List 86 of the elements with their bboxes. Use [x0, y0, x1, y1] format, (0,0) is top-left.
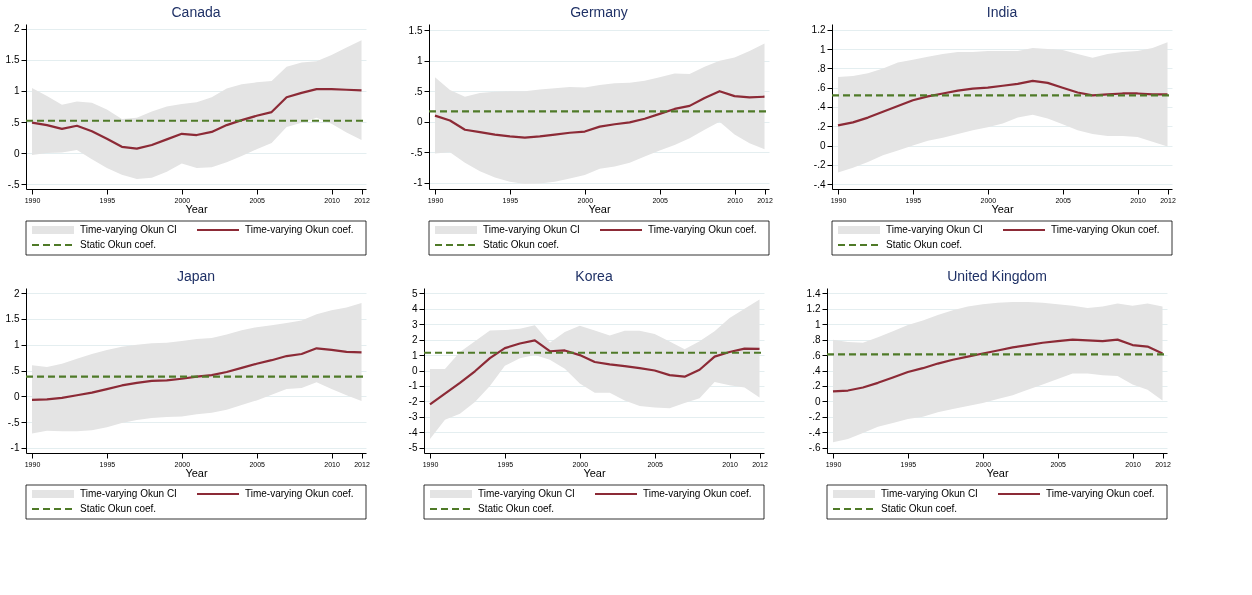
- y-tick-label: .5: [11, 116, 20, 128]
- y-tick-label: 1.5: [5, 313, 20, 325]
- legend-label: Time-varying Okun coef.: [1051, 224, 1160, 235]
- line-series: [428, 339, 761, 406]
- y-tick-label: .5: [414, 85, 423, 97]
- y-tick-label: -5: [408, 442, 418, 454]
- y-tick-label: 1.5: [408, 24, 423, 36]
- y-tick-label: 4: [411, 303, 418, 315]
- legend-label: Static Okun coef.: [80, 239, 157, 250]
- y-tick-label: 0: [13, 390, 20, 402]
- text: Time-varying Okun CI: [80, 224, 177, 235]
- chart-title: Germany: [570, 4, 628, 20]
- y-tick-label: .8: [812, 334, 821, 346]
- line-series: [433, 90, 766, 139]
- y-tick-label: 2: [411, 334, 418, 346]
- y-tick-label: 2: [13, 23, 20, 35]
- x-axis-title: Year: [986, 466, 1009, 479]
- line-series: [836, 79, 1169, 127]
- y-tick-label: -.2: [808, 411, 821, 423]
- y-tick-label: 1.5: [5, 54, 20, 66]
- y-tick-label: -.4: [813, 178, 826, 190]
- chart-title: Korea: [575, 268, 613, 284]
- y-tick-label: 1: [13, 85, 20, 97]
- y-tick-label: .6: [812, 349, 821, 361]
- y-tick-label: 1.2: [811, 24, 826, 36]
- legend-label: Time-varying Okun coef.: [245, 224, 354, 235]
- legend-label: Static Okun coef.: [80, 503, 157, 514]
- chart-title: India: [986, 4, 1018, 20]
- legend-label: Static Okun coef.: [881, 503, 958, 514]
- text: Time-varying Okun CI: [483, 224, 580, 235]
- legend-label: Static Okun coef.: [483, 239, 560, 250]
- y-tick-label: 1: [416, 55, 423, 67]
- y-tick-label: -1: [10, 442, 20, 454]
- x-axis-title: Year: [185, 466, 208, 479]
- y-tick-label: 1: [13, 339, 20, 351]
- y-tick-label: 1: [814, 318, 821, 330]
- x-axis-title: Year: [185, 202, 208, 215]
- y-tick-label: -3: [408, 411, 418, 423]
- y-tick-label: -1: [413, 177, 423, 189]
- line-series: [30, 347, 363, 401]
- y-tick-label: .8: [817, 62, 826, 74]
- y-tick-label: 0: [416, 116, 423, 128]
- text: Time-varying Okun CI: [80, 488, 177, 499]
- y-tick-label: .2: [817, 120, 826, 132]
- y-tick-label: 5: [411, 287, 418, 299]
- y-tick-label: 2: [13, 287, 20, 299]
- text: Time-varying Okun CI: [886, 224, 983, 235]
- legend-label: Time-varying Okun coef.: [643, 488, 752, 499]
- y-tick-label: -1: [408, 380, 418, 392]
- y-tick-label: .2: [812, 380, 821, 392]
- text: Time-varying Okun CI: [478, 488, 575, 499]
- y-tick-label: 0: [13, 147, 20, 159]
- y-tick-label: -2: [408, 395, 418, 407]
- legend-label: Time-varying Okun coef.: [1046, 488, 1155, 499]
- y-tick-label: 3: [411, 318, 418, 330]
- y-tick-label: 0: [819, 140, 826, 152]
- y-tick-label: -.5: [410, 146, 423, 158]
- y-tick-label: 0: [411, 365, 418, 376]
- legend-label: Time-varying Okun coef.: [648, 224, 757, 235]
- y-tick-label: -4: [408, 426, 418, 438]
- legend-label: Time-varying Okun coef.: [245, 488, 354, 499]
- x-axis-title: Year: [583, 466, 606, 479]
- line-series: [831, 338, 1164, 393]
- y-tick-label: 1.2: [806, 303, 821, 315]
- y-tick-label: .6: [817, 82, 826, 94]
- y-tick-label: -.2: [813, 159, 826, 171]
- y-tick-label: .5: [11, 365, 20, 376]
- text: Time-varying Okun CI: [881, 488, 978, 499]
- legend-label: Static Okun coef.: [886, 239, 963, 250]
- chart-title: Japan: [176, 268, 216, 284]
- y-tick-label: .4: [817, 101, 826, 113]
- x-axis-title: Year: [991, 202, 1014, 215]
- y-tick-label: -.4: [808, 426, 821, 438]
- chart-title: Canada: [171, 3, 221, 20]
- y-tick-label: .4: [812, 365, 821, 376]
- y-tick-label: 0: [814, 395, 821, 407]
- y-tick-label: 1.4: [806, 287, 821, 299]
- x-axis-title: Year: [588, 202, 611, 215]
- y-tick-label: -.6: [808, 442, 821, 454]
- y-tick-label: -.5: [7, 178, 20, 190]
- legend-label: Static Okun coef.: [478, 503, 555, 514]
- y-tick-label: -.5: [7, 416, 20, 428]
- y-tick-label: 1: [819, 43, 826, 55]
- y-tick-label: 1: [411, 349, 418, 361]
- line-series: [30, 88, 363, 150]
- chart-title: United Kingdom: [947, 268, 1047, 284]
